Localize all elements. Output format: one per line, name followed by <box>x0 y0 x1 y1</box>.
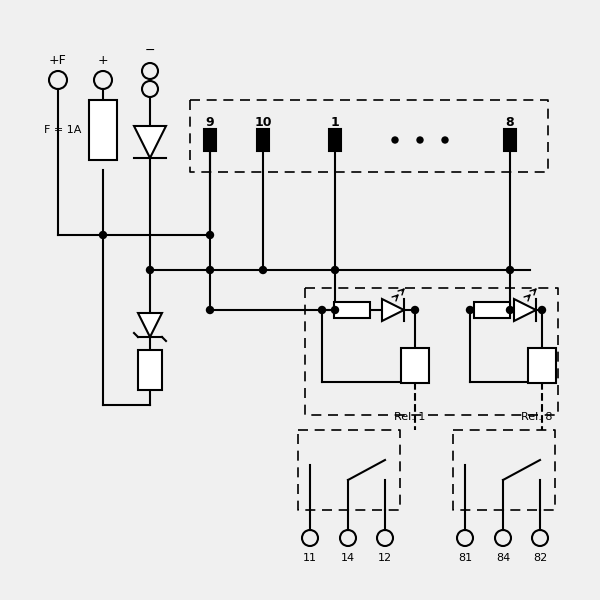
Text: 81: 81 <box>458 553 472 563</box>
Circle shape <box>331 307 338 313</box>
Bar <box>528 347 556 383</box>
Polygon shape <box>138 313 162 337</box>
Circle shape <box>206 266 214 274</box>
Polygon shape <box>134 126 166 158</box>
Text: 82: 82 <box>533 553 547 563</box>
Text: 11: 11 <box>303 553 317 563</box>
Circle shape <box>442 137 448 143</box>
Text: 10: 10 <box>254 115 272 128</box>
Text: 12: 12 <box>378 553 392 563</box>
Bar <box>138 350 162 390</box>
Bar <box>329 129 341 151</box>
Circle shape <box>417 137 423 143</box>
Circle shape <box>506 307 514 313</box>
Polygon shape <box>514 299 536 321</box>
Circle shape <box>331 266 338 274</box>
Text: Rel. 1: Rel. 1 <box>394 412 425 422</box>
Circle shape <box>412 307 419 313</box>
Text: Rel. 8: Rel. 8 <box>521 412 553 422</box>
Circle shape <box>206 307 214 313</box>
Bar <box>474 302 510 318</box>
Text: +: + <box>98 53 109 67</box>
Circle shape <box>100 232 107 238</box>
Circle shape <box>319 307 325 313</box>
Bar <box>257 129 269 151</box>
Bar <box>204 129 216 151</box>
Circle shape <box>392 137 398 143</box>
Text: F = 1A: F = 1A <box>44 125 81 135</box>
Circle shape <box>506 266 514 274</box>
Bar <box>89 100 117 160</box>
Bar <box>401 347 429 383</box>
Polygon shape <box>382 299 404 321</box>
Text: +F: +F <box>49 53 67 67</box>
Text: −: − <box>145 43 155 56</box>
Text: 1: 1 <box>331 115 340 128</box>
Circle shape <box>146 266 154 274</box>
Circle shape <box>539 307 545 313</box>
Text: 14: 14 <box>341 553 355 563</box>
Text: 84: 84 <box>496 553 510 563</box>
Bar <box>504 129 516 151</box>
Bar <box>334 302 370 318</box>
Text: 8: 8 <box>506 115 514 128</box>
Circle shape <box>260 266 266 274</box>
Text: 9: 9 <box>206 115 214 128</box>
Circle shape <box>467 307 473 313</box>
Circle shape <box>206 232 214 238</box>
